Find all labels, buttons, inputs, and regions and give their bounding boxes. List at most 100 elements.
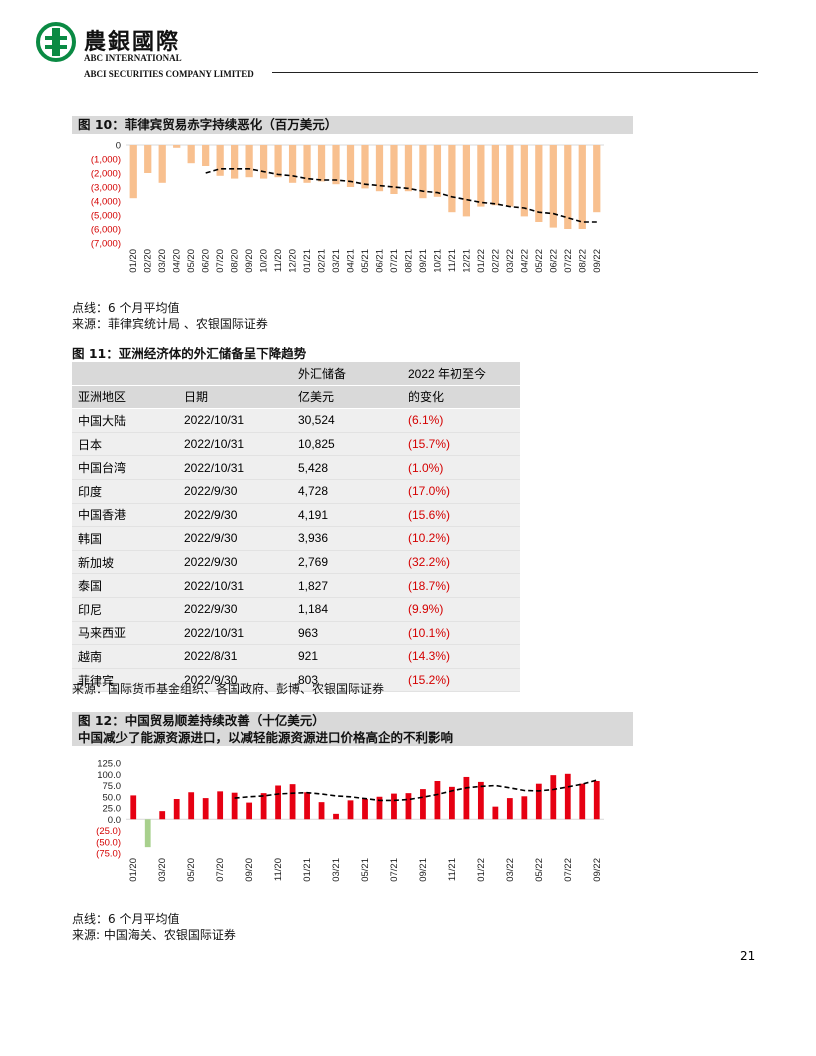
fig12-title-box: 图 12：中国贸易顺差持续改善（十亿美元） 中国减少了能源资源进口，以减轻能源资…: [72, 712, 633, 746]
table-cell: 中国大陆: [72, 408, 178, 433]
x-tick-label: 11/20: [273, 249, 284, 272]
bar: [347, 800, 354, 820]
abc-logo-icon: [36, 22, 76, 62]
x-tick-label: 07/22: [563, 858, 574, 882]
x-tick-label: 08/22: [577, 249, 588, 273]
table-cell: (17.0%): [402, 479, 520, 504]
moving-average-line: [234, 779, 598, 802]
fig10-title: 图 10：菲律宾贸易赤字持续恶化（百万美元）: [72, 116, 633, 134]
bar: [492, 806, 499, 820]
header-cell: [178, 362, 292, 386]
x-tick-label: 12/20: [288, 249, 299, 273]
x-tick-label: 07/20: [215, 249, 226, 273]
table-row: 韩国 2022/9/30 3,936 (10.2%): [72, 526, 520, 551]
x-tick-label: 06/20: [201, 249, 212, 273]
x-tick-label: 06/22: [548, 249, 559, 273]
bar: [187, 145, 195, 164]
bar: [288, 145, 297, 183]
x-tick-label: 07/21: [389, 858, 400, 882]
bar: [260, 793, 267, 820]
fx-reserves-table: 外汇储备 2022 年初至今 亚洲地区 日期 亿美元 的变化 中国大陆 2022/10/31 3…: [72, 362, 520, 693]
fig10-chart: 0 (1,000) (2,000) (3,000) (4,000) (5,000) (6,0…: [91, 141, 604, 273]
x-tick-label: 03/22: [505, 858, 516, 882]
table-row: 新加坡 2022/9/30 2,769 (32.2%): [72, 550, 520, 575]
x-tick-label: 09/20: [244, 858, 255, 882]
x-tick-label: 03/21: [331, 249, 342, 273]
x-tick-label: 07/21: [389, 249, 400, 273]
x-tick-label: 04/21: [346, 249, 357, 273]
bar: [245, 145, 253, 178]
bar: [535, 783, 542, 820]
x-tick-label: 12/21: [461, 249, 472, 273]
bar: [346, 145, 355, 187]
bar: [231, 792, 238, 820]
table-cell: (32.2%): [402, 550, 520, 575]
bar: [159, 811, 166, 820]
bar: [361, 145, 369, 189]
table-cell: (14.3%): [402, 644, 520, 669]
header-rule: [272, 72, 758, 73]
fig11-title: 图 11：亚洲经济体的外汇储备呈下降趋势: [72, 346, 307, 361]
fig12-source: 来源: 中国海关、农银国际证券: [72, 928, 236, 942]
y-tick-label: (5,000): [91, 211, 121, 222]
x-tick-label: 09/21: [418, 858, 429, 882]
bar: [462, 145, 471, 217]
table-cell: 2022/10/31: [178, 432, 292, 457]
x-tick-label: 02/21: [317, 249, 328, 273]
table-row: 印度 2022/9/30 4,728 (17.0%): [72, 479, 520, 504]
y-tick-label: 125.0: [97, 759, 121, 770]
table-cell: 日本: [72, 432, 178, 457]
table-row: 中国大陆 2022/10/31 30,524 (6.1%): [72, 408, 520, 433]
table-cell: 印度: [72, 479, 178, 504]
table-cell: (15.7%): [402, 432, 520, 457]
bar: [231, 145, 239, 179]
x-tick-label: 11/21: [447, 249, 458, 272]
table-cell: 2022/9/30: [178, 668, 292, 693]
header-cell: 亿美元: [292, 385, 402, 410]
bar: [506, 798, 513, 820]
table-cell: 4,728: [292, 479, 402, 504]
table-row: 印尼 2022/9/30 1,184 (9.9%): [72, 597, 520, 622]
y-tick-label: (7,000): [91, 239, 121, 250]
table-cell: 2022/9/30: [178, 479, 292, 504]
fig12-title: 图 12：中国贸易顺差持续改善（十亿美元）: [78, 713, 325, 728]
bar: [506, 145, 514, 207]
x-tick-label: 01/21: [302, 249, 313, 273]
bar: [449, 786, 455, 820]
table-cell: 2022/9/30: [178, 526, 292, 551]
fig10-note: 点线：6 个月平均值: [72, 301, 180, 315]
bar: [202, 145, 210, 166]
table-cell: 1,184: [292, 597, 402, 622]
bar: [391, 793, 397, 820]
table-cell: 10,825: [292, 432, 402, 457]
bar: [520, 145, 528, 217]
y-tick-label: (25.0): [96, 826, 121, 837]
company-name-cn: 農銀國際: [84, 29, 181, 55]
bar: [216, 145, 224, 176]
bar: [362, 799, 368, 820]
table-cell: 马来西亚: [72, 621, 178, 646]
bar: [420, 789, 426, 820]
table-cell: 5,428: [292, 455, 402, 480]
bar: [521, 796, 528, 820]
bar: [405, 793, 412, 820]
bar: [578, 145, 586, 229]
fig12-subtitle: 中国减少了能源资源进口，以减轻能源资源进口价格高企的不利影响: [78, 730, 454, 745]
x-tick-label: 03/22: [505, 249, 516, 273]
table-cell: (15.6%): [402, 503, 520, 528]
table-cell: 1,827: [292, 573, 402, 598]
table-cell: 2022/10/31: [178, 408, 292, 433]
table-cell: (18.7%): [402, 573, 520, 598]
x-tick-label: 09/22: [592, 858, 603, 882]
bar: [433, 145, 442, 197]
table-cell: 2022/10/31: [178, 455, 292, 480]
x-tick-label: 01/20: [128, 249, 139, 273]
y-tick-label: (4,000): [91, 197, 121, 208]
bar: [173, 799, 180, 820]
bar: [303, 145, 311, 183]
table-cell: 2,769: [292, 550, 402, 575]
fig11-source: 来源：国际货币基金组织、各国政府、彭博、农银国际证券: [72, 682, 385, 696]
bar: [129, 145, 137, 199]
bar: [564, 145, 572, 229]
bar: [448, 145, 456, 213]
